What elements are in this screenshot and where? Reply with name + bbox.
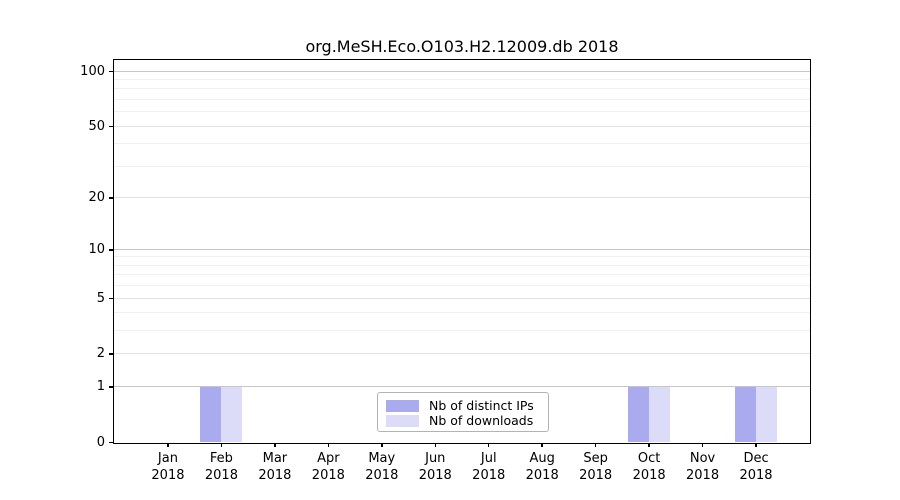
gridline-100 <box>114 70 810 72</box>
gridline-minor <box>114 312 810 314</box>
x-tick-oct <box>648 442 650 447</box>
y-tick-label-10: 10 <box>88 241 105 257</box>
x-tick-label-oct: Oct 2018 <box>632 451 666 483</box>
x-tick-label-sep: Sep 2018 <box>579 451 613 483</box>
gridline-2 <box>114 353 810 355</box>
legend: Nb of distinct IPs Nb of downloads <box>377 392 549 432</box>
x-tick-label-nov: Nov 2018 <box>686 451 720 483</box>
x-tick-mar <box>274 442 276 447</box>
legend-label-distinct-ips: Nb of distinct IPs <box>429 398 534 413</box>
y-tick-10 <box>108 249 113 251</box>
gridline-minor <box>114 143 810 145</box>
x-tick-label-apr: Apr 2018 <box>311 451 345 483</box>
gridline-minor <box>114 274 810 276</box>
gridline-minor <box>114 88 810 90</box>
x-tick-sep <box>594 442 597 447</box>
bar-downloads <box>648 386 670 442</box>
x-tick-label-jun: Jun 2018 <box>418 451 452 483</box>
y-tick-label-20: 20 <box>88 189 105 205</box>
x-tick-label-mar: Mar 2018 <box>258 451 292 483</box>
chart-title: org.MeSH.Eco.O103.H2.12009.db 2018 <box>305 37 619 56</box>
legend-swatch-downloads <box>386 414 419 427</box>
x-tick-may <box>381 442 383 447</box>
gridline-20 <box>114 196 810 198</box>
plot-area: Nb of distinct IPs Nb of downloads <box>113 59 811 444</box>
x-tick-label-jul: Jul 2018 <box>472 451 506 483</box>
gridline-minor <box>114 165 810 167</box>
bar-distinct-ips <box>734 386 756 442</box>
y-tick-5 <box>108 297 113 300</box>
x-tick-aug <box>541 442 543 447</box>
y-tick-100 <box>108 70 113 73</box>
x-tick-jun <box>434 442 437 447</box>
bar-downloads <box>220 386 242 442</box>
y-tick-label-100: 100 <box>80 63 105 79</box>
x-tick-label-feb: Feb 2018 <box>204 451 238 483</box>
gridline-minor <box>114 264 810 266</box>
x-tick-feb <box>220 442 223 447</box>
x-tick-dec <box>755 442 757 447</box>
gridline-minor <box>114 285 810 287</box>
y-tick-50 <box>108 125 113 128</box>
gridline-10 <box>114 248 810 250</box>
x-tick-label-jan: Jan 2018 <box>151 451 185 483</box>
y-tick-label-5: 5 <box>96 290 105 306</box>
y-tick-label-50: 50 <box>88 118 105 134</box>
gridline-minor <box>114 256 810 258</box>
bar-distinct-ips <box>627 386 649 442</box>
gridline-minor <box>114 79 810 80</box>
x-tick-nov <box>701 442 704 447</box>
legend-item-downloads: Nb of downloads <box>386 413 540 428</box>
legend-label-downloads: Nb of downloads <box>429 413 534 428</box>
gridline-minor <box>114 330 810 332</box>
y-tick-0 <box>108 441 113 444</box>
x-tick-apr <box>327 442 330 447</box>
gridline-1 <box>114 385 810 387</box>
gridline-50 <box>114 125 810 127</box>
bar-downloads <box>755 386 777 442</box>
y-tick-20 <box>108 197 113 199</box>
y-tick-label-2: 2 <box>96 346 105 362</box>
gridline-minor <box>114 98 810 100</box>
legend-item-distinct-ips: Nb of distinct IPs <box>386 398 540 413</box>
x-tick-jan <box>167 442 169 447</box>
y-tick-2 <box>108 353 113 355</box>
y-tick-1 <box>108 386 113 388</box>
legend-swatch-distinct-ips <box>386 399 419 412</box>
x-tick-label-dec: Dec 2018 <box>739 451 773 483</box>
gridline-minor <box>114 111 810 113</box>
y-tick-label-0: 0 <box>96 434 105 450</box>
x-tick-label-aug: Aug 2018 <box>525 451 559 483</box>
y-tick-label-1: 1 <box>96 378 105 394</box>
x-tick-label-may: May 2018 <box>365 451 399 483</box>
gridline-5 <box>114 297 810 299</box>
x-tick-jul <box>487 442 490 447</box>
bar-distinct-ips <box>199 386 221 442</box>
